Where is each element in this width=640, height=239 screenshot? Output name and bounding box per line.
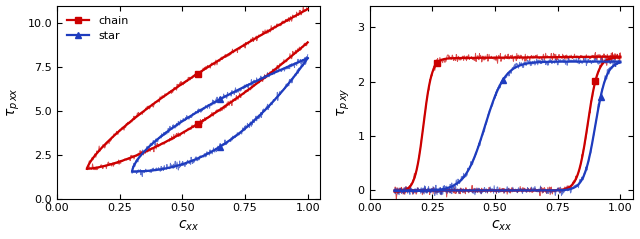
X-axis label: $c_{xx}$: $c_{xx}$ [491,219,512,234]
Y-axis label: $\tau_{p\,xx}$: $\tau_{p\,xx}$ [6,87,22,117]
Y-axis label: $\tau_{p\,xy}$: $\tau_{p\,xy}$ [336,87,352,117]
X-axis label: $c_{xx}$: $c_{xx}$ [178,219,199,234]
Legend: chain, star: chain, star [63,11,133,46]
